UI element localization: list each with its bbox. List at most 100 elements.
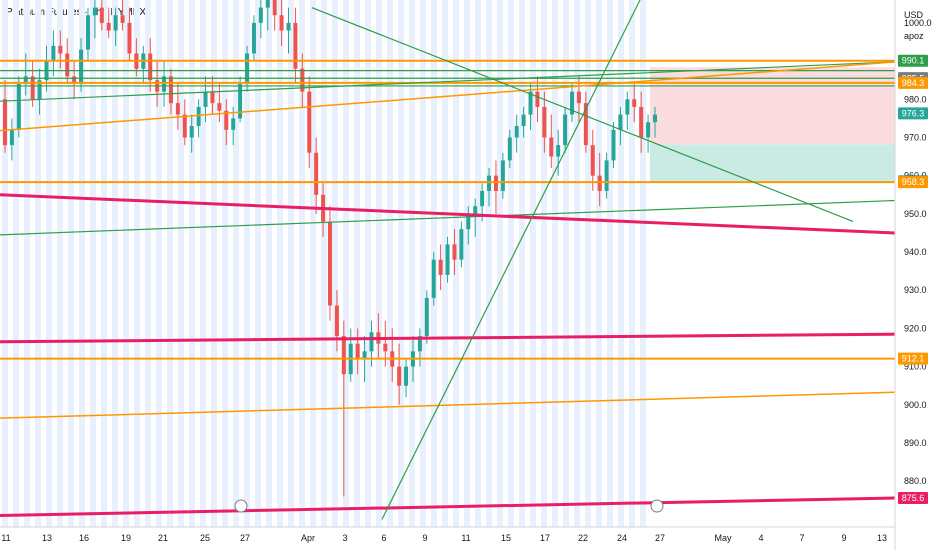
session-shading xyxy=(2,0,646,527)
x-tick-label: 27 xyxy=(240,533,250,543)
y-tick-label: 900.0 xyxy=(904,400,927,410)
y-tick-label: 920.0 xyxy=(904,323,927,333)
x-tick-label: 9 xyxy=(422,533,427,543)
x-tick-label: 4 xyxy=(758,533,763,543)
session-band xyxy=(233,0,239,527)
session-band xyxy=(574,0,580,527)
candle-body xyxy=(307,91,312,153)
candle-body xyxy=(16,84,21,130)
candle-body xyxy=(106,22,111,31)
candle-body xyxy=(604,160,609,191)
session-band xyxy=(156,0,162,527)
price-label-bg xyxy=(898,76,928,89)
candle-body xyxy=(590,145,595,176)
candle-body xyxy=(369,332,374,352)
event-marker-icon xyxy=(650,499,664,513)
candle-body xyxy=(583,103,588,146)
session-band xyxy=(453,0,459,527)
session-band xyxy=(519,0,525,527)
candle-body xyxy=(85,15,90,50)
candle-body xyxy=(196,106,201,127)
candle-body xyxy=(65,53,70,77)
candle-body xyxy=(521,114,526,127)
session-band xyxy=(79,0,85,527)
x-tick-label: 27 xyxy=(655,533,665,543)
x-tick-label: 15 xyxy=(501,533,511,543)
x-tick-label: Apr xyxy=(301,533,315,543)
trend-line xyxy=(0,61,896,102)
session-band xyxy=(46,0,52,527)
session-band xyxy=(310,0,316,527)
session-band xyxy=(332,0,338,527)
price-label-text: 984.3 xyxy=(902,78,925,88)
session-band xyxy=(442,0,448,527)
candle-body xyxy=(362,351,367,359)
session-band xyxy=(35,0,41,527)
x-tick-label: 16 xyxy=(79,533,89,543)
candle-body xyxy=(224,110,229,130)
target-zone xyxy=(650,144,895,182)
session-band xyxy=(618,0,624,527)
session-band xyxy=(530,0,536,527)
candle-body xyxy=(3,99,7,146)
session-band xyxy=(475,0,481,527)
session-band xyxy=(354,0,360,527)
session-band xyxy=(167,0,173,527)
candle-body xyxy=(113,15,118,31)
x-tick-label: 25 xyxy=(200,533,210,543)
price-label-bg xyxy=(898,54,928,67)
x-tick-label: 13 xyxy=(42,533,52,543)
session-band xyxy=(387,0,393,527)
candle-body xyxy=(168,76,173,104)
session-band xyxy=(563,0,569,527)
candle-body xyxy=(258,7,263,23)
session-band xyxy=(112,0,118,527)
price-label-bg xyxy=(898,176,928,189)
candle-body xyxy=(576,91,581,104)
candle-body xyxy=(9,129,14,146)
x-tick-label: 11 xyxy=(1,533,10,543)
trend-line xyxy=(0,391,896,419)
candle-body xyxy=(92,7,97,16)
price-label: 990.1 xyxy=(898,54,928,67)
candle-body xyxy=(611,129,616,161)
candle-body xyxy=(120,15,125,23)
session-band xyxy=(90,0,96,527)
candle-body xyxy=(51,45,56,62)
y-tick-label: 910.0 xyxy=(904,362,927,372)
candle-body xyxy=(148,53,153,81)
session-band xyxy=(464,0,470,527)
y-tick-label: 1000.0 xyxy=(904,18,932,28)
session-band xyxy=(376,0,382,527)
x-tick-label: 19 xyxy=(121,533,131,543)
candle-body xyxy=(493,175,498,191)
session-band xyxy=(200,0,206,527)
stop-zone xyxy=(650,67,895,145)
candle-body xyxy=(404,366,409,386)
trend-line xyxy=(381,0,641,520)
x-tick-label: 6 xyxy=(381,533,386,543)
session-band xyxy=(134,0,140,527)
candle-body xyxy=(632,99,637,107)
session-band xyxy=(585,0,591,527)
session-band xyxy=(629,0,635,527)
session-band xyxy=(640,0,646,527)
price-label: 984.3 xyxy=(898,76,928,89)
session-band xyxy=(288,0,294,527)
candle-body xyxy=(445,244,450,275)
candle-body xyxy=(431,259,436,298)
candle-body xyxy=(480,190,485,207)
price-label-text: 875.6 xyxy=(902,493,925,503)
x-tick-label: 11 xyxy=(461,533,470,543)
session-band xyxy=(123,0,129,527)
candle-body xyxy=(653,114,657,123)
candle-body xyxy=(535,91,540,107)
price-label: 912.1 xyxy=(898,352,928,365)
candle-body xyxy=(424,297,429,337)
session-band xyxy=(607,0,613,527)
x-tick-label: 9 xyxy=(841,533,846,543)
y-tick-label: 890.0 xyxy=(904,438,927,448)
candle-body xyxy=(238,84,243,119)
user-label: apoz xyxy=(904,31,924,41)
